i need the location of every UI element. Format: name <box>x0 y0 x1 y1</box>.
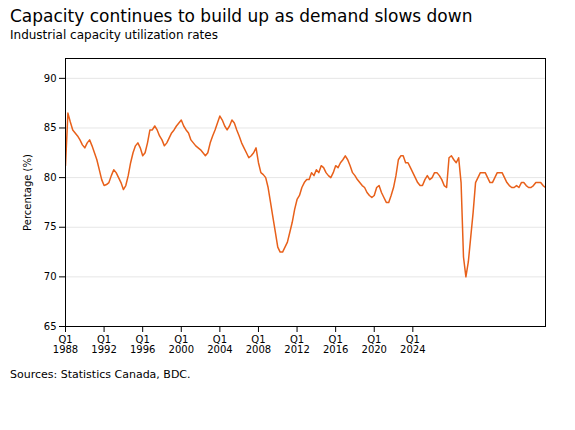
svg-text:90: 90 <box>44 73 57 84</box>
svg-text:Q12008: Q12008 <box>246 334 271 355</box>
svg-text:80: 80 <box>44 172 57 183</box>
svg-text:70: 70 <box>44 271 57 282</box>
html-text:Capacity continues to build up: Capacity continues to build up as demand… <box>10 6 473 26</box>
svg-text:Q12000: Q12000 <box>169 334 194 355</box>
svg-text:Q12016: Q12016 <box>323 334 348 355</box>
svg-text:Q11992: Q11992 <box>91 334 116 355</box>
svg-text:Percentage (%): Percentage (%) <box>22 154 33 231</box>
svg-text:65: 65 <box>44 321 57 332</box>
svg-text:Q11996: Q11996 <box>130 334 155 355</box>
html-text:Industrial capacity utilizatio: Industrial capacity utilization rates <box>10 28 218 42</box>
svg-text:Q12024: Q12024 <box>400 334 425 355</box>
svg-text:Q12020: Q12020 <box>362 334 387 355</box>
svg-text:Q12012: Q12012 <box>284 334 309 355</box>
svg-text:Q11988: Q11988 <box>53 334 78 355</box>
svg-text:Q12004: Q12004 <box>207 334 232 355</box>
svg-text:75: 75 <box>44 221 57 232</box>
svg-text:85: 85 <box>44 122 57 133</box>
html-text:Sources: Statistics Canada, BD: Sources: Statistics Canada, BDC. <box>10 368 191 381</box>
